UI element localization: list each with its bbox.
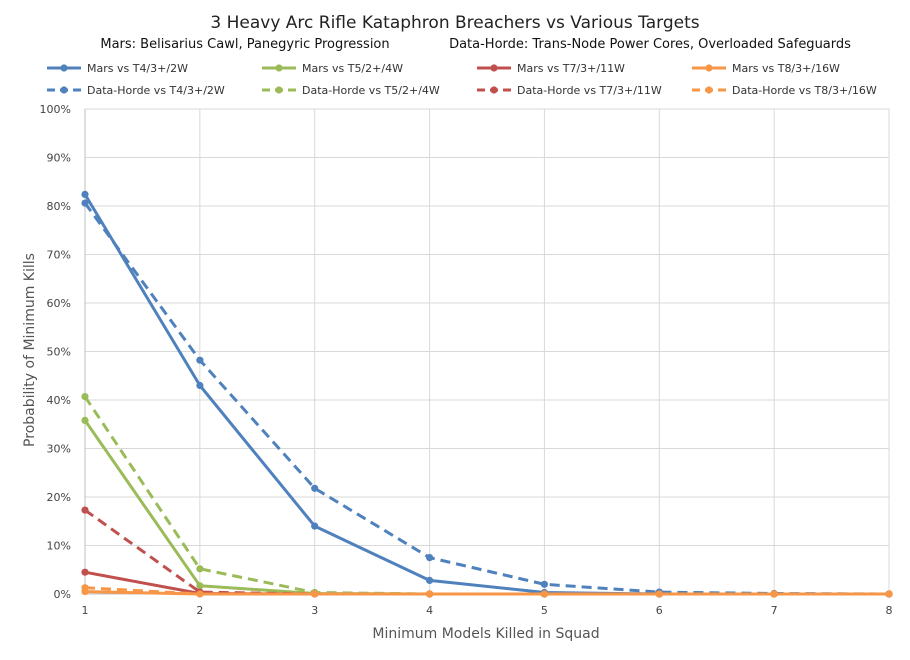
legend-marker-mars-vs-t7-3-11w [490, 64, 498, 72]
x-tick-label: 4 [426, 604, 433, 617]
data-point-data-horde-vs-t8-3-16w [311, 590, 319, 598]
legend-marker-mars-vs-t4-3-2w [60, 64, 68, 72]
data-point-mars-vs-t4-3-2w [311, 522, 319, 530]
legend-label-data-horde-vs-t7-3-11w: Data-Horde vs T7/3+/11W [517, 84, 662, 97]
data-point-data-horde-vs-t4-3-2w [426, 554, 434, 562]
data-point-data-horde-vs-t8-3-16w [426, 590, 434, 598]
legend-label-mars-vs-t4-3-2w: Mars vs T4/3+/2W [87, 62, 188, 75]
data-point-data-horde-vs-t4-3-2w [81, 199, 89, 207]
data-point-data-horde-vs-t5-2-4w [196, 565, 204, 573]
x-tick-label: 5 [541, 604, 548, 617]
y-tick-label: 90% [47, 152, 71, 165]
data-point-data-horde-vs-t5-2-4w [81, 393, 89, 401]
data-point-mars-vs-t4-3-2w [196, 381, 204, 390]
legend-label-mars-vs-t8-3-16w: Mars vs T8/3+/16W [732, 62, 840, 75]
series [81, 190, 893, 598]
legend-marker-data-horde-vs-t8-3-16w [705, 86, 713, 94]
x-tick-label: 2 [196, 604, 203, 617]
data-point-data-horde-vs-t8-3-16w [885, 590, 893, 598]
legend-marker-data-horde-vs-t5-2-4w [275, 86, 283, 94]
y-tick-label: 50% [47, 346, 71, 359]
legend-marker-mars-vs-t5-2-4w [275, 64, 283, 72]
data-point-mars-vs-t5-2-4w [81, 416, 89, 424]
data-point-data-horde-vs-t8-3-16w [196, 590, 204, 598]
series-line-data-horde-vs-t8-3-16w [84, 586, 889, 596]
y-tick-label: 20% [47, 491, 71, 504]
y-tick-label: 100% [40, 103, 71, 116]
data-point-data-horde-vs-t4-3-2w [311, 484, 319, 492]
y-tick-label: 0% [54, 588, 71, 601]
data-point-data-horde-vs-t8-3-16w [655, 590, 663, 598]
series-line-data-horde-vs-t7-3-11w [84, 508, 889, 596]
legend-label-mars-vs-t7-3-11w: Mars vs T7/3+/11W [517, 62, 625, 75]
data-point-data-horde-vs-t8-3-16w [81, 584, 89, 592]
series-line-data-horde-vs-t4-3-2w [83, 202, 890, 596]
legend-label-data-horde-vs-t4-3-2w: Data-Horde vs T4/3+/2W [87, 84, 225, 97]
data-point-data-horde-vs-t8-3-16w [540, 590, 549, 598]
series-line-data-horde-vs-t5-2-4w [83, 395, 889, 596]
y-tick-label: 70% [47, 249, 71, 262]
data-point-mars-vs-t4-3-2w [81, 190, 89, 198]
data-point-data-horde-vs-t4-3-2w [540, 580, 549, 588]
series-line-mars-vs-t5-2-4w [83, 419, 889, 596]
data-point-data-horde-vs-t4-3-2w [196, 356, 204, 364]
x-tick-label: 3 [311, 604, 318, 617]
data-point-data-horde-vs-t8-3-16w [770, 590, 778, 598]
y-tick-label: 40% [47, 394, 71, 407]
legend-label-data-horde-vs-t5-2-4w: Data-Horde vs T5/2+/4W [302, 84, 440, 97]
legend-marker-data-horde-vs-t7-3-11w [490, 86, 498, 94]
chart-title: 3 Heavy Arc Rifle Kataphron Breachers vs… [210, 13, 699, 33]
legend-marker-data-horde-vs-t4-3-2w [60, 86, 68, 94]
data-point-mars-vs-t7-3-11w [81, 568, 89, 576]
grid [85, 108, 890, 594]
y-tick-label: 60% [47, 297, 71, 310]
chart-subtitle-mars: Mars: Belisarius Cawl, Panegyric Progres… [100, 37, 389, 52]
x-axis-title: Minimum Models Killed in Squad [372, 626, 599, 642]
data-point-data-horde-vs-t7-3-11w [81, 506, 89, 514]
x-tick-label: 1 [82, 604, 89, 617]
legend: Mars vs T4/3+/2W Mars vs T5/2+/4W Mars vs … [47, 62, 877, 97]
y-axis-title: Probability of Minimum Kills [22, 253, 38, 447]
x-tick-label: 6 [656, 604, 663, 617]
legend-label-mars-vs-t5-2-4w: Mars vs T5/2+/4W [302, 62, 403, 75]
legend-label-data-horde-vs-t8-3-16w: Data-Horde vs T8/3+/16W [732, 84, 877, 97]
y-tick-label: 30% [47, 443, 71, 456]
y-tick-label: 80% [47, 200, 71, 213]
y-tick-label: 10% [47, 540, 71, 553]
legend-marker-mars-vs-t8-3-16w [705, 64, 713, 72]
x-tick-label: 7 [771, 604, 778, 617]
data-point-mars-vs-t4-3-2w [426, 576, 434, 585]
data-point-mars-vs-t5-2-4w [196, 582, 204, 590]
x-tick-label: 8 [886, 604, 893, 617]
chart-subtitle-datahorde: Data-Horde: Trans-Node Power Cores, Over… [449, 37, 851, 52]
